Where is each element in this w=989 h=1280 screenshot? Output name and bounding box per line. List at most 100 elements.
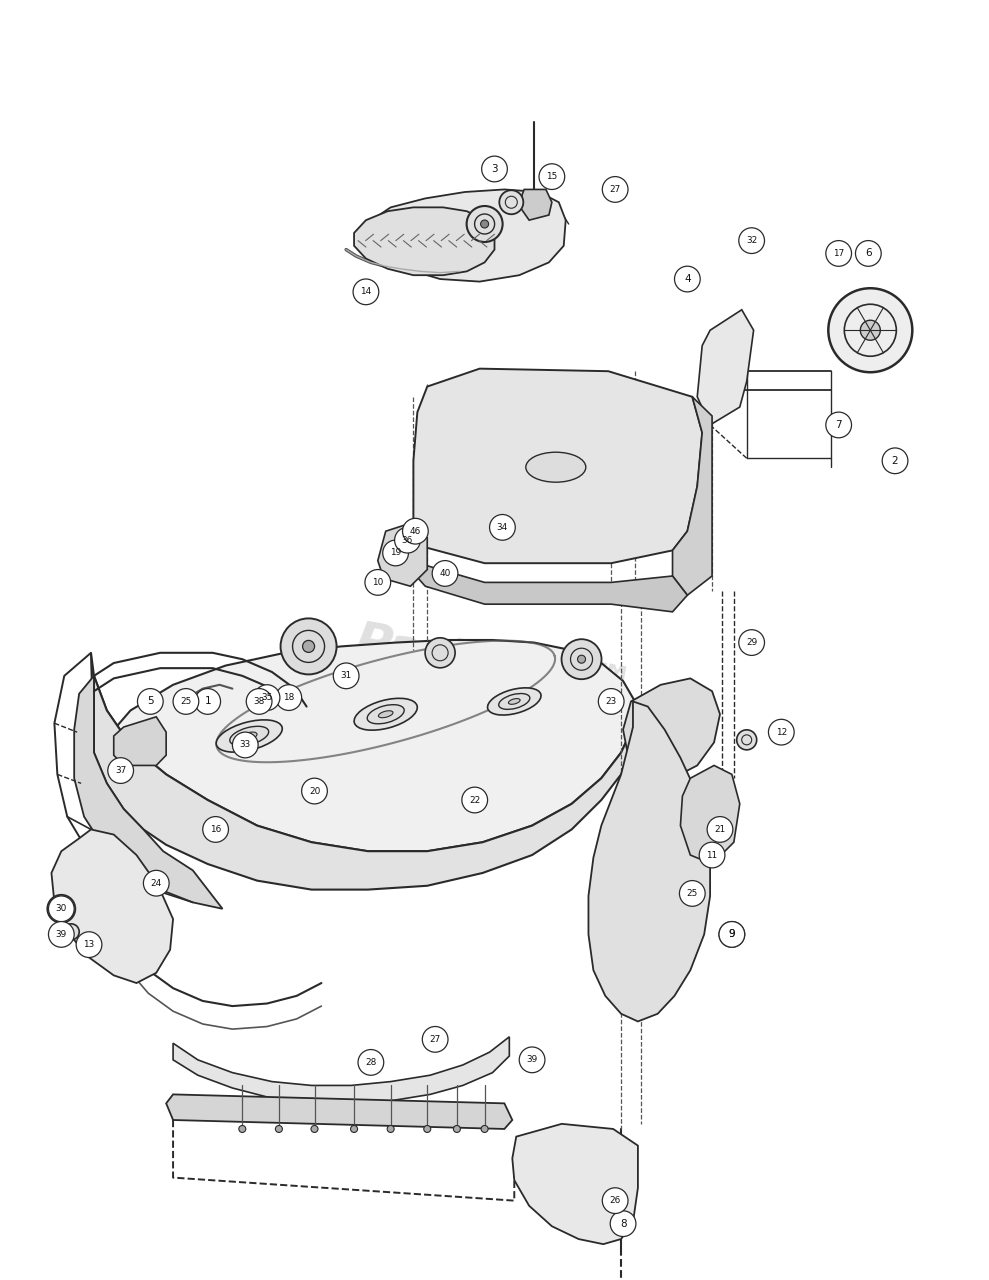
Ellipse shape bbox=[379, 710, 393, 718]
Circle shape bbox=[232, 732, 258, 758]
Circle shape bbox=[482, 156, 507, 182]
Text: 32: 32 bbox=[746, 236, 758, 246]
Text: 13: 13 bbox=[83, 940, 95, 950]
Circle shape bbox=[246, 689, 272, 714]
Circle shape bbox=[203, 817, 228, 842]
Circle shape bbox=[173, 689, 199, 714]
Circle shape bbox=[562, 639, 601, 680]
Circle shape bbox=[238, 1125, 246, 1133]
Polygon shape bbox=[512, 1124, 638, 1244]
Ellipse shape bbox=[354, 699, 417, 730]
Text: 26: 26 bbox=[609, 1196, 621, 1206]
Text: 15: 15 bbox=[546, 172, 558, 182]
Circle shape bbox=[481, 220, 489, 228]
Text: 1: 1 bbox=[205, 696, 211, 707]
Text: 34: 34 bbox=[496, 522, 508, 532]
Circle shape bbox=[602, 1188, 628, 1213]
Circle shape bbox=[281, 618, 336, 675]
Text: 33: 33 bbox=[239, 740, 251, 750]
Text: 29: 29 bbox=[746, 637, 758, 648]
Polygon shape bbox=[520, 189, 552, 220]
Circle shape bbox=[598, 689, 624, 714]
Text: 28: 28 bbox=[365, 1057, 377, 1068]
Circle shape bbox=[826, 241, 852, 266]
Text: 21: 21 bbox=[714, 824, 726, 835]
Text: 6: 6 bbox=[865, 248, 871, 259]
Circle shape bbox=[499, 191, 523, 214]
Circle shape bbox=[481, 1125, 489, 1133]
Circle shape bbox=[353, 279, 379, 305]
Polygon shape bbox=[51, 829, 173, 983]
Circle shape bbox=[602, 177, 628, 202]
Circle shape bbox=[519, 1047, 545, 1073]
Text: 22: 22 bbox=[469, 795, 481, 805]
Text: 4: 4 bbox=[684, 274, 690, 284]
Circle shape bbox=[195, 689, 221, 714]
Text: 25: 25 bbox=[686, 888, 698, 899]
Polygon shape bbox=[173, 1037, 509, 1103]
Text: 2: 2 bbox=[892, 456, 898, 466]
Circle shape bbox=[826, 412, 852, 438]
Circle shape bbox=[739, 228, 764, 253]
Text: 25: 25 bbox=[180, 696, 192, 707]
Polygon shape bbox=[673, 397, 712, 595]
Circle shape bbox=[737, 730, 757, 750]
Text: 3: 3 bbox=[492, 164, 497, 174]
Circle shape bbox=[403, 518, 428, 544]
Ellipse shape bbox=[508, 699, 520, 704]
Circle shape bbox=[829, 288, 912, 372]
Polygon shape bbox=[91, 640, 635, 851]
Text: 38: 38 bbox=[253, 696, 265, 707]
Circle shape bbox=[387, 1125, 395, 1133]
Text: 17: 17 bbox=[833, 248, 845, 259]
Circle shape bbox=[333, 663, 359, 689]
Circle shape bbox=[882, 448, 908, 474]
Polygon shape bbox=[378, 522, 427, 586]
Text: 39: 39 bbox=[55, 929, 67, 940]
Text: 11: 11 bbox=[706, 850, 718, 860]
Polygon shape bbox=[623, 678, 720, 778]
Text: 9: 9 bbox=[729, 929, 735, 940]
Polygon shape bbox=[364, 189, 566, 282]
Text: 31: 31 bbox=[340, 671, 352, 681]
Text: 37: 37 bbox=[115, 765, 127, 776]
Text: 24: 24 bbox=[150, 878, 162, 888]
Circle shape bbox=[48, 922, 74, 947]
Circle shape bbox=[467, 206, 502, 242]
Circle shape bbox=[610, 1211, 636, 1236]
Circle shape bbox=[63, 924, 79, 940]
Circle shape bbox=[48, 896, 74, 922]
Text: PartsTre™: PartsTre™ bbox=[351, 617, 638, 714]
Text: 35: 35 bbox=[261, 692, 273, 703]
Text: 27: 27 bbox=[609, 184, 621, 195]
Circle shape bbox=[453, 1125, 461, 1133]
Circle shape bbox=[432, 561, 458, 586]
Circle shape bbox=[358, 1050, 384, 1075]
Circle shape bbox=[76, 932, 102, 957]
Polygon shape bbox=[413, 369, 702, 563]
Text: 9: 9 bbox=[729, 929, 735, 940]
Polygon shape bbox=[114, 717, 166, 765]
Circle shape bbox=[674, 266, 700, 292]
Text: 12: 12 bbox=[775, 727, 787, 737]
Circle shape bbox=[137, 689, 163, 714]
Text: 23: 23 bbox=[605, 696, 617, 707]
Text: 20: 20 bbox=[309, 786, 320, 796]
Circle shape bbox=[425, 637, 455, 668]
Polygon shape bbox=[166, 1094, 512, 1129]
Text: 10: 10 bbox=[372, 577, 384, 588]
Circle shape bbox=[365, 570, 391, 595]
Text: 5: 5 bbox=[147, 696, 153, 707]
Circle shape bbox=[490, 515, 515, 540]
Circle shape bbox=[311, 1125, 318, 1133]
Circle shape bbox=[855, 241, 881, 266]
Circle shape bbox=[860, 320, 880, 340]
Circle shape bbox=[276, 685, 302, 710]
Circle shape bbox=[719, 922, 745, 947]
Polygon shape bbox=[410, 548, 687, 612]
Polygon shape bbox=[697, 310, 754, 425]
Circle shape bbox=[275, 1125, 283, 1133]
Circle shape bbox=[539, 164, 565, 189]
Text: 46: 46 bbox=[409, 526, 421, 536]
Circle shape bbox=[254, 685, 280, 710]
